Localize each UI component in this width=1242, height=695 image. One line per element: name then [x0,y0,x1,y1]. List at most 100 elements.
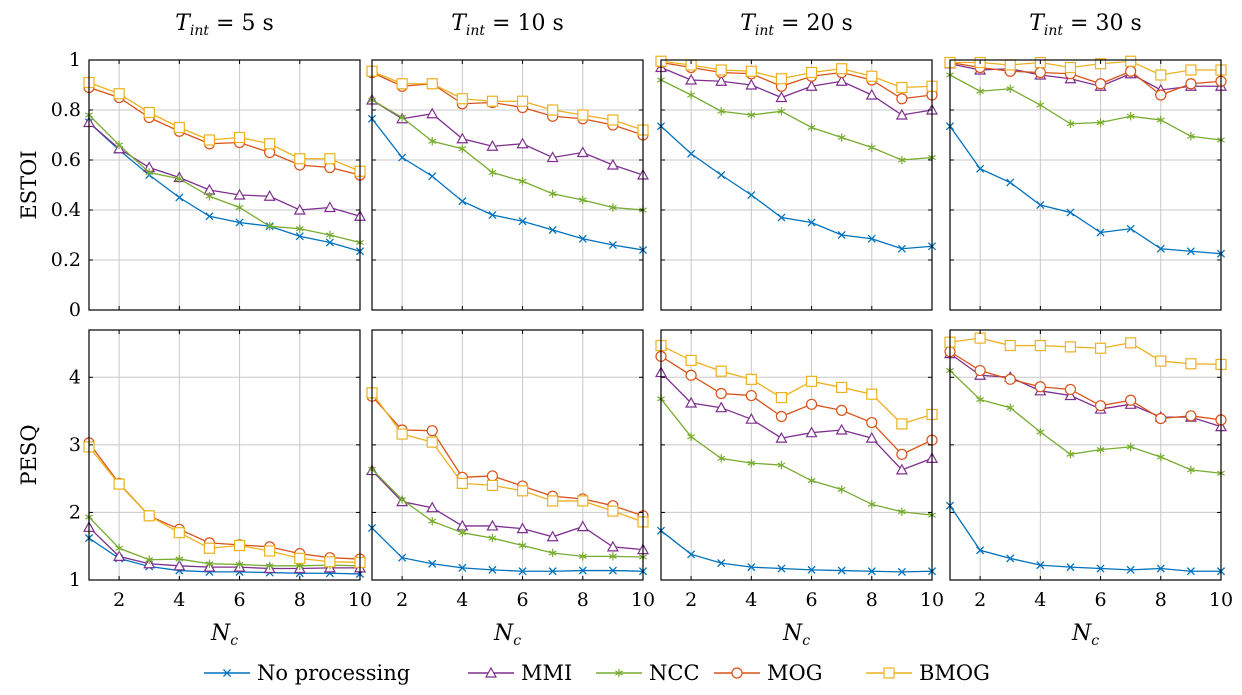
data-point-mmi [865,88,878,100]
x-tick-label: 10 [920,589,944,611]
data-point-mmi [835,75,848,86]
data-point-ncc [325,230,334,240]
legend-item-mmi: MMI [468,661,572,685]
series-line-bmog [371,392,644,523]
data-point-bmog [264,138,276,150]
data-point-ncc [428,137,437,146]
data-point-mog [805,398,818,410]
series-line-ncc [660,398,933,516]
data-point-mmi [805,426,818,438]
data-point-bmog [143,510,155,522]
data-point-ncc [265,561,274,571]
data-point-mmi [775,91,788,103]
data-point-bmog [866,70,878,82]
data-point-ncc [687,90,696,100]
data-point-no-processing [458,197,467,206]
data-point-ncc [608,203,617,212]
data-point-mog [1034,381,1046,393]
data-point-no-processing [1126,224,1135,233]
series-line-mmi [88,526,360,570]
legend-marker [883,667,895,679]
series-line-mog [660,355,933,456]
data-point-bmog [113,88,125,100]
data-point-ncc [717,107,726,116]
data-point-mog [1064,383,1077,396]
data-point-ncc [897,507,906,516]
data-point-no-processing [867,567,876,576]
y-tick-label: 3 [69,434,81,456]
data-point-bmog [547,104,559,116]
legend-label: MOG [767,661,823,685]
legend-item-mog: MOG [714,661,823,685]
data-point-no-processing [518,567,527,576]
data-point-ncc [235,560,244,569]
data-point-no-processing [1096,564,1105,573]
data-point-no-processing [175,193,184,202]
data-point-mog [715,387,727,400]
data-point-bmog [1125,55,1137,67]
y-tick-label: 0.6 [51,149,81,171]
series-line-ncc [88,114,361,244]
chart-panels: Tint = 5 s Tint = 10 s Tint = 20 s Tint = 3… [17,11,1233,649]
data-point-ncc [548,548,557,558]
panel-title-2: Tint = 20 s [740,11,853,39]
data-point-mmi [895,108,908,120]
data-point-ncc [1006,403,1015,412]
data-point-no-processing [398,553,407,562]
panel-r1-c3: 2 4 6 8 10 [944,329,1233,611]
x-tick-label: 6 [234,589,246,611]
data-point-mmi [745,412,758,424]
data-point-ncc [1066,119,1075,128]
data-point-ncc [777,107,786,116]
data-point-no-processing [747,190,756,200]
series-line-mog [949,61,1222,96]
y-tick-label: 1 [69,569,81,591]
series-line-bmog [88,446,361,564]
legend-label: NCC [649,661,700,685]
data-point-ncc [1156,115,1165,125]
data-point-bmog [745,65,757,77]
data-point-no-processing [518,217,527,226]
data-point-ncc [115,544,124,553]
data-point-ncc [458,528,467,537]
series-line-no-processing [660,530,933,573]
data-point-ncc [548,189,557,198]
data-point-mmi [715,401,728,413]
data-point-mmi [426,107,439,119]
data-point-ncc [837,133,846,142]
data-point-mmi [715,75,728,86]
series-line-ncc [371,468,644,558]
data-point-mmi [576,520,589,532]
plot-frame [660,329,933,581]
panel-r0-c1 [366,59,649,311]
data-point-ncc [807,476,816,485]
data-point-mmi [685,73,698,85]
data-point-no-processing [976,546,985,555]
data-point-mog [1185,78,1197,90]
data-point-no-processing [488,565,497,574]
data-point-mog [745,389,757,402]
data-point-bmog [426,436,438,448]
x-tick-label: 2 [396,589,408,611]
data-point-ncc [1006,84,1015,93]
data-point-mog [1155,412,1167,425]
data-point-no-processing [807,218,816,227]
data-point-ncc [687,432,696,441]
data-point-mmi [323,201,336,213]
data-point-bmog [685,354,697,367]
data-point-no-processing [777,213,786,222]
data-point-bmog [896,81,908,94]
data-point-bmog [233,131,246,144]
data-point-no-processing [398,153,407,162]
data-point-no-processing [428,559,437,568]
series-line-ncc [660,79,933,161]
legend-label: No processing [257,661,410,685]
data-point-mog [896,93,908,105]
panel-title-3: Tint = 30 s [1029,11,1142,39]
x-tick-label: 2 [113,589,125,611]
data-point-bmog [836,63,848,75]
legend-item-bmog: BMOG [866,661,990,685]
data-point-ncc [115,140,124,150]
data-point-bmog [396,78,408,90]
data-point-no-processing [897,567,906,576]
